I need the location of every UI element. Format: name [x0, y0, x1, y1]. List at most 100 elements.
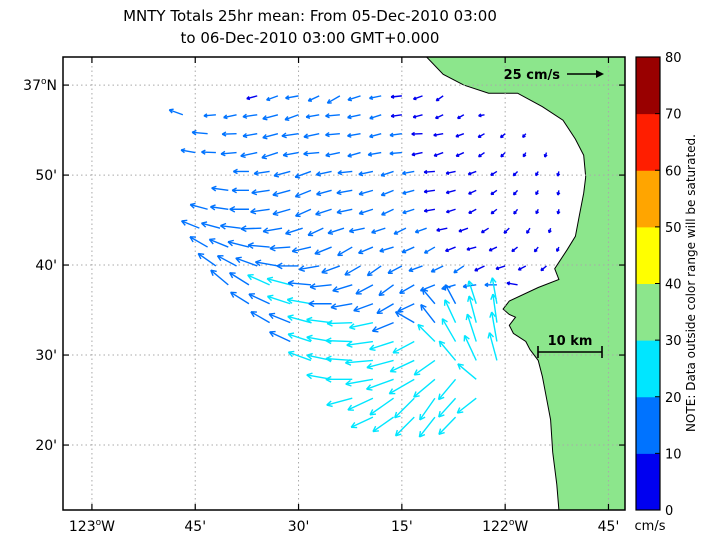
current-vector-arrow: [294, 189, 312, 198]
current-vector-arrow: [455, 133, 465, 138]
current-vector-arrow: [305, 114, 320, 119]
current-vector-arrow: [369, 397, 394, 416]
current-vector-arrow: [418, 416, 436, 438]
current-vector-arrow: [535, 171, 539, 177]
svg-text:50: 50: [665, 221, 682, 236]
current-vector-arrow: [513, 208, 519, 215]
current-vector-arrow: [477, 151, 485, 158]
current-vector-arrow: [321, 265, 341, 275]
current-vector-arrow: [390, 94, 402, 99]
current-vector-arrow: [556, 209, 561, 215]
current-vector-arrow: [511, 246, 518, 253]
current-vector-arrow: [180, 148, 196, 154]
current-vector-arrow: [480, 227, 490, 234]
current-vectors: [168, 94, 561, 438]
current-vector-arrow: [540, 265, 547, 272]
current-vector-arrow: [387, 265, 403, 274]
current-vector-arrow: [287, 314, 312, 324]
current-vector-arrow: [389, 359, 415, 373]
current-vector-arrow: [266, 276, 291, 286]
svg-text:20: 20: [665, 391, 682, 406]
current-vector-arrow: [325, 375, 353, 383]
current-vector-arrow: [349, 321, 374, 330]
current-vector-arrow: [444, 284, 457, 305]
current-vector-arrow: [413, 378, 436, 398]
current-vector-arrow: [295, 208, 312, 218]
current-vector-arrow: [441, 318, 457, 342]
current-vector-arrow: [371, 321, 394, 333]
current-vector-arrow: [201, 149, 216, 155]
current-vector-arrow: [445, 246, 456, 253]
current-vector-arrow: [556, 190, 561, 196]
current-vector-arrow: [394, 311, 415, 324]
current-vector-arrow: [390, 113, 402, 119]
land-area: [426, 57, 625, 510]
svg-text:45': 45': [184, 519, 206, 535]
current-vector-arrow: [417, 323, 436, 343]
current-vector-arrow: [308, 300, 332, 308]
current-vector-arrow: [394, 397, 415, 419]
current-vector-arrow: [535, 208, 540, 215]
svg-text:40': 40': [35, 258, 57, 274]
chart-title-line2: to 06-Dec-2010 03:00 GMT+0.000: [180, 28, 440, 47]
current-vector-arrow: [467, 280, 477, 304]
current-vector-arrow: [220, 150, 237, 157]
current-vector-arrow: [189, 202, 208, 210]
current-vector-arrow: [254, 259, 279, 267]
current-vector-arrow: [388, 378, 415, 395]
current-vector-arrow: [355, 284, 374, 295]
current-vector-arrow: [201, 221, 221, 229]
current-vector-arrow: [458, 227, 469, 233]
current-vector-arrow: [250, 207, 270, 215]
current-vector-arrow: [344, 265, 361, 276]
current-vector-arrow: [421, 288, 436, 305]
current-vector-arrow: [291, 246, 312, 254]
current-vector-arrow: [210, 269, 229, 286]
current-vector-arrow: [490, 170, 498, 176]
x-axis-labels: 123oW 45' 30' 15' 122oW 45': [69, 518, 619, 535]
current-vector-arrow: [380, 189, 394, 197]
current-vector-arrow: [478, 113, 485, 118]
current-vector-arrow: [253, 170, 270, 176]
current-vector-arrow: [397, 303, 415, 313]
current-vector-arrow: [484, 282, 497, 288]
current-vector-arrow: [435, 114, 444, 120]
current-vector-arrow: [423, 189, 436, 194]
current-vector-arrow: [512, 189, 519, 196]
current-vector-arrow: [285, 95, 299, 101]
current-vector-arrow: [543, 152, 548, 158]
current-vector-arrow: [220, 222, 241, 230]
svg-text:30': 30': [35, 348, 57, 364]
current-vector-arrow: [438, 397, 457, 418]
current-vector-arrow: [366, 265, 382, 277]
current-vector-arrow: [555, 246, 560, 252]
colorbar-band: [636, 170, 660, 228]
current-vector-arrow: [347, 95, 361, 102]
current-vector-arrow: [303, 132, 320, 139]
svg-text:20': 20': [35, 438, 57, 454]
current-vector-arrow: [474, 265, 485, 272]
current-vector-arrow: [168, 108, 184, 116]
current-vector-arrow: [210, 204, 229, 211]
current-vector-arrow: [262, 227, 283, 234]
plot-border: [62, 56, 626, 511]
current-vector-arrow: [336, 208, 353, 215]
current-vector-arrow: [393, 227, 407, 235]
current-vector-arrow: [307, 227, 324, 237]
current-vector-arrow: [247, 242, 270, 250]
svg-text:70: 70: [665, 108, 682, 123]
svg-text:123oW: 123oW: [69, 518, 115, 535]
current-vector-arrow: [326, 319, 353, 327]
coastline: [426, 57, 587, 510]
current-vector-arrow: [547, 227, 552, 234]
current-vector-arrow: [240, 225, 262, 233]
grid-lines: [63, 57, 625, 510]
current-vector-arrow: [366, 359, 394, 370]
svg-text:80: 80: [665, 51, 682, 66]
current-vector-arrow: [490, 293, 498, 323]
current-vector-arrow: [372, 416, 394, 433]
current-vector-arrow: [437, 378, 457, 401]
current-vector-arrow: [347, 132, 361, 138]
current-vector-arrow: [325, 355, 353, 363]
